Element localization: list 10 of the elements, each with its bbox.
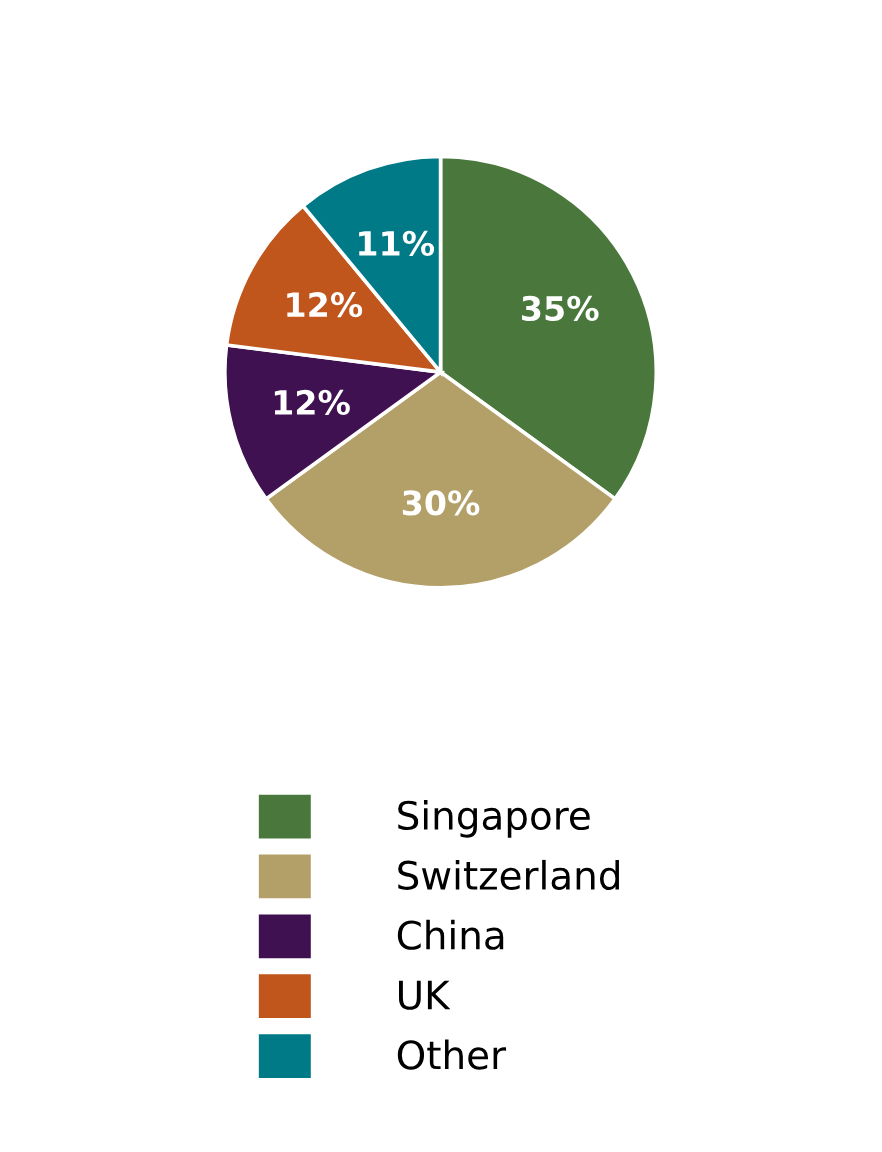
legend-label: China: [397, 919, 504, 950]
data-label: 35%: [522, 295, 599, 322]
data-label: 12%: [274, 389, 350, 416]
data-label: 11%: [359, 230, 435, 256]
legend-label: Singapore: [398, 799, 590, 838]
legend-label: Switzerland: [398, 859, 619, 890]
data-label: 30%: [402, 490, 480, 516]
legend-label: Other: [397, 1039, 507, 1070]
legend-label: UK: [399, 980, 451, 1010]
data-label: 12%: [287, 292, 363, 318]
